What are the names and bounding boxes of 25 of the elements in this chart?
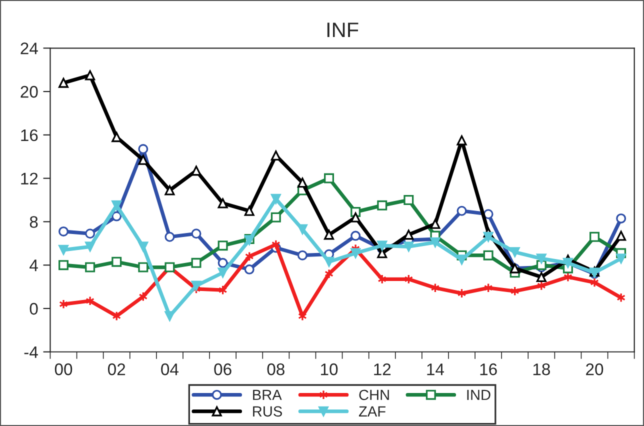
x-tick-label: 18 bbox=[533, 363, 550, 376]
y-tick-label: 12 bbox=[21, 172, 38, 184]
legend-label: BRA bbox=[253, 390, 282, 400]
y-tick-label: -4 bbox=[24, 346, 38, 358]
x-tick-label: 10 bbox=[321, 363, 338, 376]
x-tick-label: 04 bbox=[161, 363, 178, 376]
y-tick-label: 4 bbox=[30, 260, 38, 272]
x-tick-label: 16 bbox=[480, 363, 497, 376]
chart-title: INF bbox=[327, 22, 358, 38]
y-tick-label: 16 bbox=[21, 129, 38, 142]
x-tick-label: 02 bbox=[108, 363, 126, 376]
legend-label: RUS bbox=[253, 406, 282, 417]
legend-label: CHN bbox=[359, 390, 389, 400]
x-tick-label: 12 bbox=[374, 363, 391, 376]
x-tick-label: 00 bbox=[54, 363, 72, 376]
y-tick-label: 0 bbox=[30, 302, 38, 315]
y-tick-label: 24 bbox=[20, 42, 38, 54]
y-tick-label: 20 bbox=[20, 86, 38, 98]
x-tick-label: 06 bbox=[214, 363, 232, 376]
legend-label: ZAF bbox=[358, 406, 386, 416]
x-tick-label: 14 bbox=[427, 364, 444, 376]
y-tick-label: 8 bbox=[30, 216, 38, 228]
x-tick-label: 20 bbox=[586, 363, 604, 376]
legend-label: IND bbox=[467, 390, 490, 400]
x-tick-label: 08 bbox=[267, 363, 284, 376]
